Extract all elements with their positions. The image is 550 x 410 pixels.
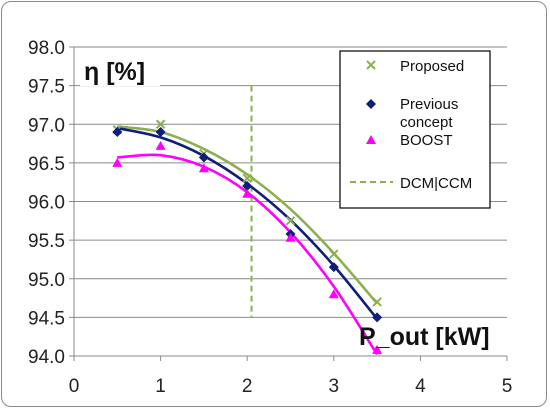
axis-labels: η [%] P_out [kW]: [80, 54, 490, 351]
legend: Proposed Previous concept BOOST DCM|CCM: [339, 50, 491, 209]
point-boost-5: [328, 289, 339, 299]
point-previous-concept-6: [372, 312, 383, 323]
legend-label-previous-line2: concept: [400, 114, 453, 131]
x-tick-label-2: 2: [242, 376, 253, 397]
y-tick-label-5: 96.5: [28, 154, 65, 175]
x-tick-label-1: 1: [155, 376, 166, 397]
x-tick-label-0: 0: [69, 376, 80, 397]
point-boost-1: [155, 140, 166, 150]
legend-label-previous-line1: Previous: [400, 96, 458, 113]
point-previous-concept-2: [198, 152, 209, 163]
legend-symbol-proposed-stroke-b: [366, 60, 376, 70]
y-tick-label-0: 94.0: [28, 347, 65, 368]
legend-label-previous: Previous concept: [400, 96, 463, 131]
y-axis-label: η [%]: [84, 58, 145, 86]
point-proposed-3-stroke-b: [242, 173, 252, 184]
point-proposed-6-stroke-b: [372, 297, 382, 307]
gridlines: [74, 46, 507, 357]
x-tick-label-4: 4: [415, 376, 426, 397]
x-tick-label-5: 5: [502, 376, 513, 397]
y-tick-label-6: 97.0: [28, 115, 65, 136]
point-previous-concept-1: [155, 126, 166, 137]
point-previous-concept-0: [112, 126, 123, 137]
point-proposed-3: [242, 173, 252, 184]
y-tick-label-7: 97.5: [28, 77, 65, 98]
axes: [69, 46, 508, 361]
legend-label-proposed: Proposed: [400, 58, 464, 75]
legend-symbol-boost: [366, 135, 376, 144]
point-proposed-5: [329, 249, 339, 259]
point-proposed-6: [372, 297, 382, 307]
point-boost-3: [242, 188, 253, 198]
point-proposed-4: [285, 216, 296, 226]
point-previous-concept-3: [242, 181, 253, 192]
x-axis-label: P_out [kW]: [359, 323, 490, 351]
y-tick-label-3: 95.5: [28, 231, 65, 252]
point-proposed-5-stroke-b: [329, 249, 339, 259]
point-proposed-4-stroke-b: [285, 216, 296, 226]
point-proposed-1-stroke-b: [155, 119, 166, 129]
point-proposed-1: [155, 119, 166, 129]
point-boost-2: [198, 163, 209, 173]
legend-symbol-proposed: [366, 60, 376, 70]
legend-symbol-previous-concept: [366, 99, 376, 109]
y-tick-label-2: 95.0: [28, 270, 65, 291]
x-tick-label-3: 3: [329, 376, 340, 397]
legend-symbols: [350, 60, 393, 183]
y-tick-label-4: 96.0: [28, 193, 65, 214]
point-boost-4: [285, 232, 296, 242]
y-axis-label-bg: [80, 54, 160, 86]
legend-label-boost: BOOST: [400, 132, 453, 149]
trend-line-previous-concept: [117, 126, 379, 320]
legend-label-dcm-ccm: DCM|CCM: [400, 175, 472, 192]
point-previous-concept-5: [328, 262, 339, 273]
point-boost-0: [112, 157, 123, 167]
trend-line-proposed: [117, 125, 379, 305]
data-points: [112, 119, 383, 354]
y-tick-label-8: 98.0: [28, 38, 65, 59]
x-tick-labels: 0 1 2 3 4 5: [69, 376, 513, 397]
y-tick-label-1: 94.5: [28, 308, 65, 329]
y-tick-labels: 94.0 94.5 95.0 95.5 96.0 96.5 97.0 97.5 98.0: [28, 38, 65, 368]
point-boost-6: [372, 344, 383, 354]
